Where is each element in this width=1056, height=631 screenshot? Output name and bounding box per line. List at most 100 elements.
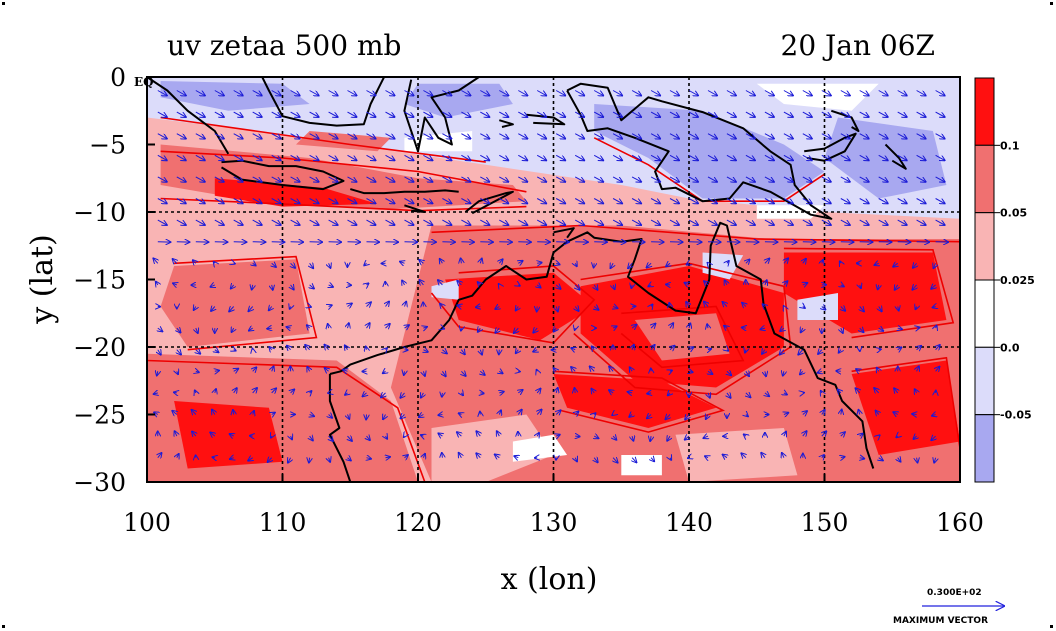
wind-vector	[818, 371, 822, 373]
wind-vector	[423, 327, 427, 328]
wind-vector	[630, 367, 632, 371]
wind-vector	[516, 307, 519, 311]
wind-vector	[537, 285, 540, 288]
wind-vector	[347, 154, 357, 160]
wind-vector	[594, 263, 595, 267]
wind-vector	[782, 453, 784, 458]
coastlines	[147, 77, 907, 482]
colorbar-swatch	[974, 144, 995, 214]
wind-vector	[497, 431, 500, 436]
wind-vector	[914, 436, 917, 439]
wind-vector	[423, 176, 432, 182]
wind-vector	[669, 133, 679, 139]
wind-vector	[763, 304, 765, 306]
wind-vector	[172, 411, 177, 415]
wind-vector	[153, 258, 157, 263]
wind-vector	[840, 133, 850, 139]
wind-vector	[157, 198, 167, 204]
wind-vector	[442, 176, 451, 182]
wind-vector	[231, 285, 234, 289]
wind-vector	[707, 154, 717, 160]
wind-vector	[745, 219, 755, 225]
wind-vector	[457, 432, 462, 436]
wind-vector	[195, 154, 205, 160]
y-axis-label: y (lat)	[25, 234, 60, 324]
wind-vector	[267, 328, 272, 329]
wind-vector	[916, 219, 926, 225]
wind-vector	[780, 350, 784, 355]
wind-vector	[723, 455, 727, 458]
wind-vector	[651, 305, 652, 307]
wind-vector	[287, 346, 291, 350]
wind-vector	[537, 307, 538, 312]
contour-line	[160, 116, 486, 163]
wind-vector	[707, 90, 717, 96]
wind-vector	[594, 413, 595, 414]
wind-vector	[803, 283, 808, 285]
wind-vector	[593, 90, 603, 96]
wind-vector	[367, 436, 370, 440]
wind-vector	[612, 219, 622, 225]
wind-vector	[726, 90, 736, 96]
wind-vector	[290, 307, 291, 309]
wind-vector	[783, 111, 793, 117]
wind-vector	[442, 111, 451, 117]
wind-vector	[554, 328, 557, 331]
wind-vector	[518, 133, 527, 139]
wind-vector	[688, 90, 698, 96]
wind-vector	[841, 432, 845, 436]
wind-vector	[612, 415, 613, 416]
wind-vector	[518, 176, 527, 182]
wind-vector	[803, 431, 807, 436]
wind-vector	[859, 111, 869, 117]
wind-vector	[518, 410, 521, 415]
wind-vector	[765, 259, 769, 264]
wind-vector	[554, 368, 557, 371]
wind-vector	[173, 283, 177, 285]
wind-vector	[933, 307, 936, 308]
wind-vector	[461, 176, 470, 182]
wind-vector	[840, 176, 850, 182]
wind-vector	[802, 176, 812, 182]
wind-vector	[879, 307, 882, 312]
wind-vector	[536, 90, 546, 96]
wind-vector	[575, 458, 577, 462]
x-axis-label: x (lon)	[501, 562, 598, 597]
wind-vector	[367, 283, 369, 285]
wind-vector	[347, 198, 357, 204]
wind-vector	[536, 198, 546, 204]
wind-vector	[253, 388, 257, 393]
wind-vector	[897, 154, 907, 160]
wind-vector	[878, 285, 879, 289]
wind-vector	[647, 415, 651, 419]
wind-vector	[157, 133, 167, 139]
wind-vector	[177, 328, 181, 332]
wind-vector	[230, 434, 234, 436]
wind-vector	[764, 154, 774, 160]
wind-vector	[725, 280, 727, 285]
coastline	[884, 143, 907, 170]
wind-vector	[647, 263, 652, 267]
wind-vector	[195, 111, 205, 117]
wind-vector	[916, 133, 926, 139]
wind-vector	[632, 325, 636, 328]
wind-vector	[651, 345, 655, 350]
wind-vector	[328, 111, 338, 117]
wind-vector	[687, 263, 689, 264]
wind-vector	[575, 328, 576, 330]
corner-mark-tl	[2, 2, 5, 5]
wind-vector	[670, 458, 671, 460]
wind-vector	[821, 198, 831, 204]
wind-vector	[875, 263, 879, 265]
wind-vector	[348, 323, 349, 328]
wind-vector	[685, 415, 689, 420]
wind-vector	[860, 328, 864, 332]
wind-vector	[726, 176, 736, 182]
wind-vector	[310, 391, 312, 393]
wind-vector	[533, 328, 537, 333]
wind-vector	[176, 176, 186, 182]
wind-vector	[821, 219, 831, 225]
wind-vector	[366, 176, 376, 182]
wind-vector	[935, 90, 945, 96]
wind-vector	[442, 133, 451, 139]
